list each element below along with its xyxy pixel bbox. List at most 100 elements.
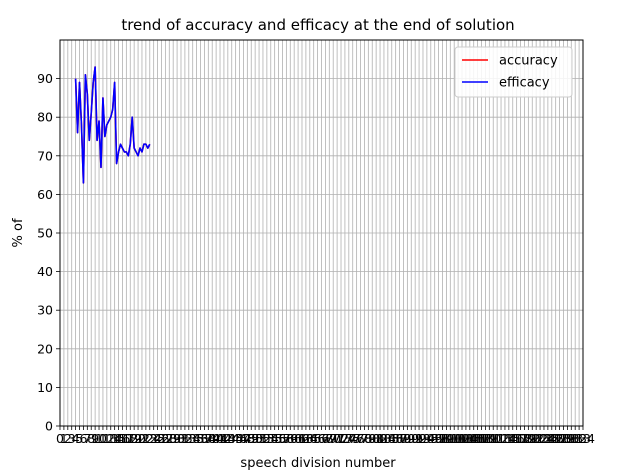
x-tick-label: 39 (204, 431, 220, 446)
x-tick-label: 130 (555, 431, 579, 446)
x-tick-label: 123 (528, 431, 552, 446)
x-tick-label: 27 (157, 431, 173, 446)
x-tick-label: 1 (60, 431, 68, 446)
x-tick-label: 41 (212, 431, 228, 446)
x-tick-label: 46 (232, 431, 248, 446)
x-tick-label: 95 (423, 431, 439, 446)
x-tick-label: 24 (146, 431, 162, 446)
x-axis-label: speech division number (240, 456, 396, 471)
x-tick-label: 31 (173, 431, 189, 446)
x-tick-label: 9 (91, 431, 99, 446)
x-tick-label: 21 (134, 431, 150, 446)
x-tick-label: 89 (399, 431, 415, 446)
legend-label-efficacy: efficacy (499, 76, 550, 91)
x-tick-label: 93 (415, 431, 431, 446)
x-tick-label: 42 (216, 431, 232, 446)
x-tick-label: 112 (485, 431, 509, 446)
legend-label-accuracy: accuracy (499, 54, 558, 69)
x-tick-label: 5 (76, 431, 84, 446)
x-tick-label: 52 (255, 431, 271, 446)
x-tick-label: 55 (267, 431, 283, 446)
x-tick-label: 114 (493, 431, 517, 446)
x-tick-label: 68 (317, 431, 333, 446)
x-tick-label: 134 (571, 431, 595, 446)
x-tick-label: 67 (314, 431, 330, 446)
x-tick-label: 121 (520, 431, 544, 446)
x-tick-label: 77 (353, 431, 369, 446)
x-tick-label: 80 (364, 431, 380, 446)
x-tick-label: 85 (384, 431, 400, 446)
x-tick-label: 108 (470, 431, 494, 446)
x-tick-label: 45 (228, 431, 244, 446)
x-tick-label: 103 (450, 431, 474, 446)
x-tick-label: 26 (154, 431, 170, 446)
x-tick-label: 97 (431, 431, 447, 446)
x-tick-label: 83 (376, 431, 392, 446)
x-tick-label: 62 (294, 431, 310, 446)
x-tick-label: 102 (446, 431, 470, 446)
x-tick-label: 48 (239, 431, 255, 446)
x-tick-label: 71 (329, 431, 345, 446)
x-tick-label: 51 (251, 431, 267, 446)
x-tick-label: 44 (224, 431, 240, 446)
x-tick-label: 115 (497, 431, 521, 446)
x-tick-label: 38 (200, 431, 216, 446)
y-axis-label: % of (11, 218, 26, 247)
x-tick-label: 91 (407, 431, 423, 446)
x-tick-label: 105 (458, 431, 482, 446)
y-tick-label: 70 (37, 148, 53, 163)
x-tick-label: 90 (403, 431, 419, 446)
x-tick-label: 87 (392, 431, 408, 446)
x-tick-label: 11 (95, 431, 111, 446)
x-tick-label: 65 (306, 431, 322, 446)
y-tick-label: 90 (37, 71, 53, 86)
x-tick-label: 74 (341, 431, 357, 446)
y-tick-label: 20 (37, 341, 53, 356)
x-tick-label: 56 (271, 431, 287, 446)
y-tick-label: 80 (37, 110, 53, 125)
x-tick-label: 8 (87, 431, 95, 446)
x-tick-label: 75 (345, 431, 361, 446)
x-tick-label: 4 (72, 431, 80, 446)
x-tick-label: 15 (111, 431, 127, 446)
x-tick-label: 20 (130, 431, 146, 446)
x-tick-label: 37 (196, 431, 212, 446)
x-tick-label: 32 (177, 431, 193, 446)
legend: accuracy efficacy (454, 46, 573, 98)
x-tick-label: 0 (56, 431, 64, 446)
x-tick-label: 133 (567, 431, 591, 446)
x-tick-label: 104 (454, 431, 478, 446)
x-tick-label: 78 (356, 431, 372, 446)
x-tick-label: 98 (435, 431, 451, 446)
x-tick-label: 33 (181, 431, 197, 446)
x-tick-label: 125 (536, 431, 560, 446)
x-tick-label: 7 (83, 431, 91, 446)
x-tick-label: 126 (540, 431, 564, 446)
x-axis-ticks: 0123456789101112131415161718192021222324… (56, 426, 595, 446)
x-tick-label: 59 (282, 431, 298, 446)
x-tick-label: 28 (161, 431, 177, 446)
series-layer (74, 66, 151, 184)
x-tick-label: 34 (185, 431, 201, 446)
x-tick-label: 36 (193, 431, 209, 446)
x-tick-label: 118 (509, 431, 533, 446)
x-tick-label: 35 (189, 431, 205, 446)
x-tick-label: 57 (275, 431, 291, 446)
y-tick-label: 10 (37, 380, 53, 395)
x-tick-label: 76 (349, 431, 365, 446)
x-tick-label: 124 (532, 431, 556, 446)
x-tick-label: 22 (138, 431, 154, 446)
x-tick-label: 101 (442, 431, 466, 446)
y-gridlines (60, 78, 583, 427)
x-tick-label: 70 (325, 431, 341, 446)
x-tick-label: 10 (91, 431, 107, 446)
x-tick-label: 106 (462, 431, 486, 446)
y-tick-label: 60 (37, 187, 53, 202)
x-tick-label: 2 (64, 431, 72, 446)
x-tick-label: 96 (427, 431, 443, 446)
x-tick-label: 122 (524, 431, 548, 446)
x-tick-label: 12 (99, 431, 115, 446)
y-axis-ticks: 0 10 20 30 40 50 60 70 80 90 (37, 71, 60, 434)
x-tick-label: 29 (165, 431, 181, 446)
x-tick-label: 47 (235, 431, 251, 446)
